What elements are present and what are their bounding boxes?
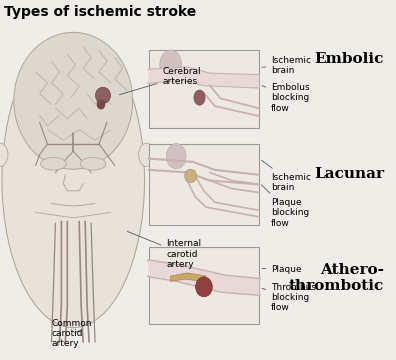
Ellipse shape — [2, 32, 145, 328]
Bar — [148, 247, 259, 324]
Text: Embolic: Embolic — [315, 52, 384, 66]
Ellipse shape — [97, 99, 105, 109]
Text: Plaque: Plaque — [262, 265, 302, 274]
Ellipse shape — [14, 32, 133, 169]
Polygon shape — [148, 67, 259, 87]
Ellipse shape — [0, 143, 8, 166]
Text: Thrombus
blocking
flow: Thrombus blocking flow — [262, 283, 316, 312]
Text: Ischemic
brain: Ischemic brain — [262, 56, 311, 75]
Ellipse shape — [41, 157, 67, 170]
Text: Lacunar: Lacunar — [314, 167, 384, 181]
Text: Embolus
blocking
flow: Embolus blocking flow — [262, 83, 310, 113]
Polygon shape — [171, 273, 206, 282]
Ellipse shape — [196, 277, 212, 297]
Text: Athero-
thrombotic: Athero- thrombotic — [289, 263, 384, 293]
Ellipse shape — [166, 144, 186, 169]
Ellipse shape — [80, 157, 106, 170]
Text: Types of ischemic stroke: Types of ischemic stroke — [4, 5, 196, 19]
Text: Cerebral
arteries: Cerebral arteries — [120, 67, 201, 95]
Text: Plaque
blocking
flow: Plaque blocking flow — [261, 185, 310, 228]
Bar — [148, 50, 259, 128]
Text: Common
carotid
artery: Common carotid artery — [51, 319, 92, 348]
Ellipse shape — [160, 50, 181, 79]
Ellipse shape — [185, 169, 196, 183]
Polygon shape — [148, 261, 259, 294]
Bar — [148, 144, 259, 225]
Text: Ischemic
brain: Ischemic brain — [262, 160, 311, 192]
Ellipse shape — [194, 90, 205, 105]
Text: Internal
carotid
artery: Internal carotid artery — [128, 231, 202, 269]
Ellipse shape — [139, 143, 154, 166]
Ellipse shape — [95, 87, 110, 104]
